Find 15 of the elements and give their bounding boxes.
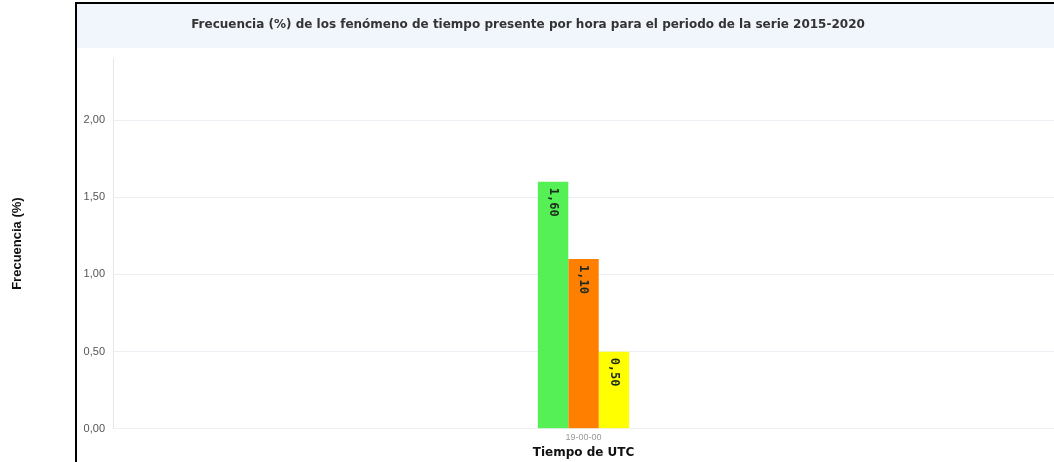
x-tick-label: 19-00-00 (565, 431, 602, 442)
data-label: 1,10 (577, 265, 592, 294)
y-tick-label: 0,00 (83, 421, 106, 434)
bar (598, 351, 630, 429)
y-tick-label: 0,50 (83, 344, 106, 357)
y-axis-title: Frecuencia (%) (9, 197, 25, 290)
y-tick-label: 2,00 (83, 113, 106, 126)
y-tick-label: 1,50 (83, 190, 106, 203)
data-label: 0,50 (607, 357, 622, 387)
data-label: 1,60 (546, 187, 561, 217)
x-axis-title: Tiempo de UTC (532, 444, 635, 459)
bar (568, 259, 599, 429)
bar (537, 181, 569, 429)
y-tick-label: 1,00 (83, 267, 106, 280)
chart-title: Frecuencia (%) de los fenómeno de tiempo presente por hora para el periodo de la serie 2015-2020 (191, 17, 865, 32)
